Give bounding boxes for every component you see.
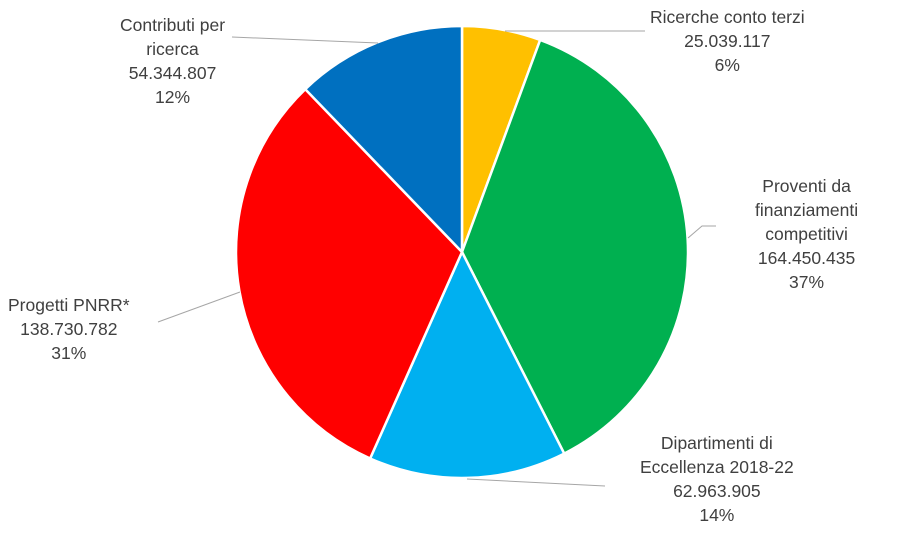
slice-label-ricerche-conto-terzi: Ricerche conto terzi 25.039.117 6% bbox=[650, 5, 805, 77]
slice-label-line: Ricerche conto terzi bbox=[650, 7, 805, 27]
slice-label-proventi-da-finanziamenti-competitivi: Proventi da finanziamenti competitivi 16… bbox=[755, 174, 858, 294]
slice-label-contributi-per-ricerca: Contributi per ricerca 54.344.807 12% bbox=[120, 13, 225, 109]
slice-label-line: competitivi bbox=[765, 224, 848, 244]
leader-line-proventi-da-finanziamenti bbox=[687, 225, 716, 239]
slice-value: 62.963.905 bbox=[673, 481, 761, 501]
pie-slice-progetti-pnrr bbox=[234, 87, 464, 461]
slice-percent: 31% bbox=[51, 343, 87, 363]
slice-label-line: Proventi da bbox=[762, 176, 851, 196]
leader-lines bbox=[157, 30, 716, 487]
slice-percent: 6% bbox=[714, 55, 740, 75]
slice-label-progetti-pnrr: Progetti PNRR* 138.730.782 31% bbox=[8, 293, 130, 365]
pie-slice-contributi-per-ricerca bbox=[303, 24, 464, 256]
slice-label-line: Contributi per bbox=[120, 15, 226, 35]
slice-label-line: Dipartimenti di bbox=[660, 433, 773, 453]
pie-slice-proventi-da-finanziamenti bbox=[460, 38, 690, 456]
slice-label-dipartimenti-di-eccellenza: Dipartimenti di Eccellenza 2018-22 62.96… bbox=[640, 431, 794, 527]
slice-percent: 14% bbox=[699, 505, 735, 525]
slice-label-line: Eccellenza 2018-22 bbox=[640, 457, 794, 477]
leader-line-progetti-pnrr bbox=[157, 291, 241, 323]
slice-label-line: finanziamenti bbox=[755, 200, 859, 220]
slice-value: 54.344.807 bbox=[128, 63, 217, 83]
slice-percent: 12% bbox=[155, 87, 191, 107]
slice-label-line: Progetti PNRR* bbox=[8, 295, 130, 315]
leader-line-dipartimenti-di-eccellenza bbox=[466, 478, 606, 487]
slice-value: 138.730.782 bbox=[20, 319, 118, 339]
pie-slices bbox=[234, 24, 690, 480]
slice-value: 25.039.117 bbox=[684, 31, 771, 51]
slice-label-line: ricerca bbox=[146, 39, 199, 59]
leader-line-contributi-per-ricerca bbox=[231, 36, 379, 44]
pie-slice-dipartimenti-di-eccellenza bbox=[368, 249, 566, 480]
slice-value: 164.450.435 bbox=[757, 248, 856, 268]
slice-percent: 37% bbox=[789, 272, 825, 292]
